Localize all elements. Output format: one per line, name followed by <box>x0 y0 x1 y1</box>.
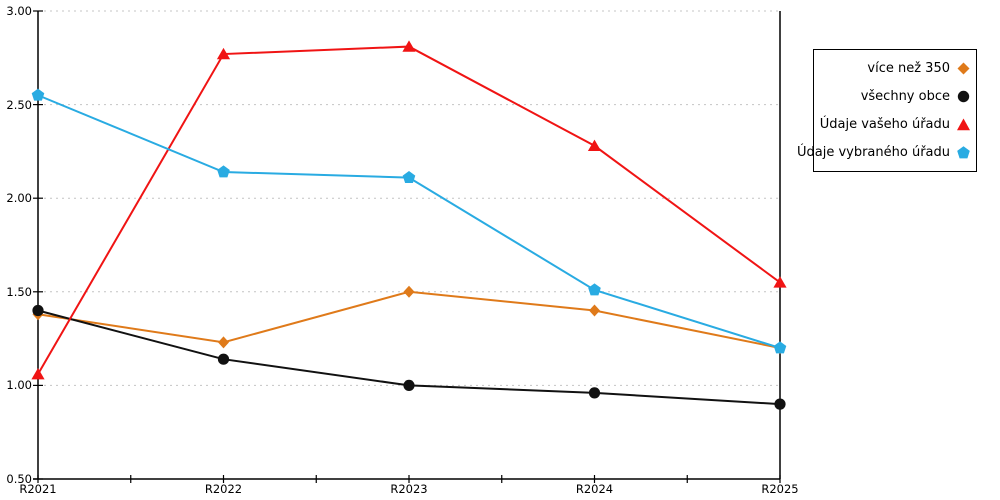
legend-label: Údaje vašeho úřadu <box>819 117 950 133</box>
data-point-triangle <box>31 367 45 380</box>
legend-item: všechny obce <box>814 84 976 109</box>
y-axis-tick-label: 3.00 <box>6 4 32 18</box>
data-point-pentagon <box>217 165 230 178</box>
x-axis-tick-label: R2022 <box>204 482 243 496</box>
series-line <box>37 94 781 349</box>
data-point-circle <box>588 387 601 399</box>
circle-shape <box>957 90 970 103</box>
y-axis-tick-label: 1.50 <box>6 285 32 299</box>
data-point-triangle <box>587 139 602 151</box>
x-axis-tick-label: R2024 <box>575 482 614 496</box>
circle-marker-icon <box>957 90 970 103</box>
x-axis-tick-label: R2025 <box>761 482 799 496</box>
data-point-pentagon <box>31 88 45 101</box>
legend-label: Údaje vybraného úřadu <box>796 145 950 161</box>
triangle-marker-icon <box>957 118 970 131</box>
data-point-circle <box>32 304 44 317</box>
data-point-triangle <box>402 40 416 52</box>
pentagon-marker-icon <box>957 146 970 159</box>
data-point-circle <box>217 353 230 365</box>
data-point-diamond <box>589 304 600 317</box>
data-point-pentagon <box>588 283 601 296</box>
y-axis-tick-label: 1.00 <box>6 378 32 392</box>
data-point-circle <box>774 398 786 410</box>
x-axis-tick-label: R2023 <box>390 482 428 496</box>
legend-item: Údaje vašeho úřadu <box>814 112 976 137</box>
legend-item: Údaje vybraného úřadu <box>797 140 976 165</box>
diamond-marker-icon <box>957 62 970 75</box>
data-point-pentagon <box>773 341 787 354</box>
data-point-pentagon <box>402 171 416 184</box>
data-point-triangle <box>773 276 787 288</box>
legend-label: více než 350 <box>867 60 950 76</box>
data-point-circle <box>403 379 415 391</box>
y-axis-tick-label: 2.00 <box>6 191 32 205</box>
data-point-diamond <box>403 285 415 298</box>
legend-item: více než 350 <box>814 56 976 81</box>
diamond-shape <box>957 62 970 75</box>
y-axis-tick-label: 0.50 <box>6 472 32 486</box>
triangle-shape <box>957 118 970 131</box>
y-axis-tick-label: 2.50 <box>6 98 32 112</box>
chart-legend: více než 350 všechny obce Údaje vašeho ú… <box>797 49 977 172</box>
data-point-triangle <box>216 47 231 60</box>
data-point-diamond <box>218 336 229 349</box>
x-axis-tick-label: R2021 <box>19 482 57 496</box>
legend-label: všechny obce <box>860 88 950 104</box>
pentagon-shape <box>957 146 970 159</box>
